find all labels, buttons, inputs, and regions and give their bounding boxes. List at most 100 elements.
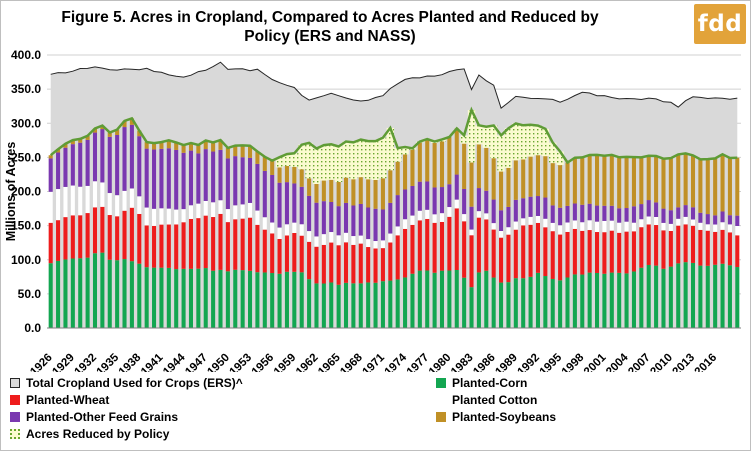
bar-segment-cotton: [137, 196, 142, 214]
bar-segment-soybeans: [321, 180, 326, 202]
bar-segment-corn: [499, 282, 504, 328]
bar-segment-corn: [476, 272, 481, 328]
bar-segment-wheat: [380, 248, 385, 282]
bar-segment-other-feed-grains: [631, 206, 636, 223]
bar-segment-soybeans: [70, 140, 75, 145]
bar-segment-soybeans: [240, 145, 245, 158]
bar-segment-corn: [203, 268, 208, 328]
bar-segment-other-feed-grains: [70, 144, 75, 186]
bar-segment-acres-reduced: [283, 154, 291, 167]
x-axis-tick-labels: 1926192919321935193819411944194719501953…: [28, 351, 719, 372]
y-tick-label: 50.0: [18, 287, 42, 301]
bar-segment-soybeans: [351, 179, 356, 206]
legend-label-cotton: Planted Cotton: [452, 393, 538, 407]
legend-item-total-cropland: Total Cropland Used for Crops (ERS)^: [10, 376, 243, 390]
bar-segment-cotton: [469, 229, 474, 236]
bar-segment-wheat: [713, 231, 718, 265]
bar-segment-cotton: [602, 220, 607, 233]
bar-segment-corn: [388, 280, 393, 328]
bar-segment-wheat: [624, 231, 629, 274]
bar-segment-soybeans: [188, 143, 193, 151]
bar-segment-other-feed-grains: [174, 149, 179, 210]
bar-segment-soybeans: [211, 142, 216, 152]
bar-segment-soybeans: [462, 143, 467, 189]
bar-segment-other-feed-grains: [617, 208, 622, 223]
bar-segment-corn: [668, 266, 673, 328]
bar-segment-soybeans: [661, 158, 666, 209]
bar-segment-cotton: [403, 219, 408, 229]
bar-segment-wheat: [513, 229, 518, 279]
bar-segment-other-feed-grains: [735, 215, 740, 226]
bar-segment-soybeans: [248, 145, 253, 158]
bar-segment-other-feed-grains: [683, 205, 688, 217]
bar-segment-corn: [366, 282, 371, 328]
legend-item-cotton: Planted Cotton: [436, 393, 537, 407]
legend: Total Cropland Used for Crops (ERS)^ Pla…: [8, 373, 748, 445]
bar-segment-corn: [270, 273, 275, 328]
bar-segment-other-feed-grains: [366, 207, 371, 240]
bar-segment-wheat: [343, 242, 349, 283]
legend-swatch-cotton: [436, 395, 446, 405]
bar-segment-cotton: [476, 211, 481, 218]
bar-segment-wheat: [417, 220, 422, 271]
bar-segment-soybeans: [417, 142, 422, 182]
bar-segment-soybeans: [646, 155, 651, 201]
bar-segment-other-feed-grains: [661, 208, 666, 223]
bar-segment-soybeans: [683, 153, 688, 206]
bar-segment-corn: [277, 273, 282, 328]
bar-segment-wheat: [56, 220, 61, 261]
bar-segment-corn: [720, 263, 725, 328]
bar-segment-cotton: [513, 221, 518, 230]
bar-segment-other-feed-grains: [439, 187, 445, 214]
chart-title-line-1: Figure 5. Acres in Cropland, Compared to…: [61, 9, 599, 26]
bar-segment-corn: [284, 271, 289, 328]
bar-segment-other-feed-grains: [225, 158, 230, 210]
bar-segment-other-feed-grains: [299, 186, 304, 225]
bar-segment-acres-reduced: [379, 137, 387, 179]
bar-segment-other-feed-grains: [351, 205, 356, 237]
bar-segment-other-feed-grains: [572, 203, 577, 221]
bar-segment-soybeans: [78, 138, 83, 143]
bar-segment-wheat: [521, 225, 526, 279]
bar-segment-acres-reduced: [357, 139, 365, 178]
fdd-logo: fdd: [694, 4, 746, 44]
bar-segment-corn: [144, 267, 149, 328]
bar-segment-acres-reduced: [460, 135, 468, 144]
bar-segment-corn: [129, 261, 134, 328]
stacked-bar-chart: 0.0 50.0 100.0 150.0 200.0 250.0 300.0 350.0 400…: [4, 48, 741, 372]
bar-segment-other-feed-grains: [137, 136, 142, 197]
bar-segment-acres-reduced: [312, 148, 321, 184]
bar-segment-wheat: [580, 230, 585, 275]
bar-segment-other-feed-grains: [343, 202, 349, 233]
bar-segment-acres-reduced: [290, 153, 299, 167]
bar-segment-soybeans: [129, 118, 134, 125]
bar-segment-wheat: [668, 230, 673, 267]
bar-segment-cotton: [122, 190, 127, 211]
bar-segment-cotton: [565, 222, 570, 232]
bar-segment-corn: [417, 270, 422, 328]
bar-segment-corn: [255, 272, 260, 328]
bar-segment-soybeans: [454, 128, 459, 175]
stacked-bars: [48, 109, 740, 328]
bar-segment-soybeans: [506, 167, 511, 207]
bar-segment-wheat: [159, 224, 164, 268]
bar-segment-wheat: [388, 242, 393, 281]
bar-segment-cotton: [491, 223, 496, 230]
bar-segment-soybeans: [469, 162, 474, 207]
bar-segment-other-feed-grains: [469, 206, 474, 230]
bar-segment-soybeans: [218, 140, 223, 150]
bar-segment-cotton: [299, 224, 304, 236]
bar-segment-acres-reduced: [497, 135, 505, 172]
series-acres-reduced-top-line: [49, 106, 738, 165]
bar-segment-cotton: [203, 200, 208, 216]
bar-segment-cotton: [181, 209, 186, 223]
bar-segment-wheat: [329, 242, 334, 283]
bar-segment-cotton: [454, 199, 459, 209]
bar-segment-wheat: [447, 216, 452, 271]
bar-segment-soybeans: [439, 141, 445, 188]
bar-segment-cotton: [255, 210, 260, 225]
bar-segment-soybeans: [705, 159, 710, 215]
bar-segment-wheat: [48, 222, 53, 264]
bar-segment-cotton: [713, 224, 718, 232]
bar-segment-corn: [713, 264, 718, 328]
